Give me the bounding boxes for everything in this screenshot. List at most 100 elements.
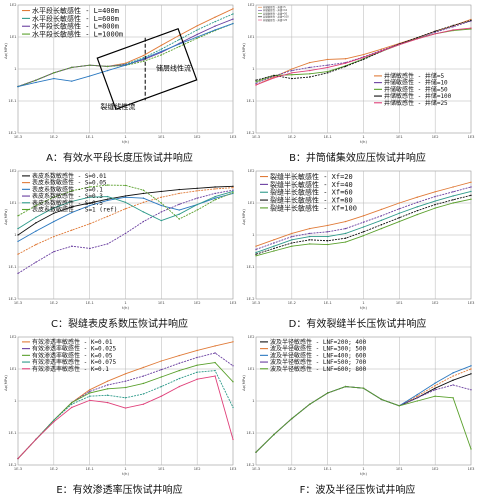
caption-e: E：有效渗透率压恢试井响应 xyxy=(56,485,183,496)
series-point xyxy=(344,232,347,235)
series-point xyxy=(232,406,234,409)
series-point xyxy=(142,54,145,57)
series-point xyxy=(88,247,91,250)
series-point xyxy=(17,234,19,236)
series-point xyxy=(416,209,418,212)
series-point xyxy=(106,199,109,202)
series-point xyxy=(255,251,257,254)
legend-label: 裂缝半长敏感性 - Xf=20 xyxy=(270,172,353,181)
series-point xyxy=(178,209,180,211)
series-point xyxy=(452,29,454,31)
series-point xyxy=(214,369,216,372)
series-point xyxy=(53,207,55,209)
series-point xyxy=(470,181,472,183)
legend-label: 波及半径敏感性 - LNF=200; 400 xyxy=(270,338,367,346)
series-point xyxy=(142,58,145,60)
series-point xyxy=(178,369,180,372)
series-point xyxy=(160,395,163,397)
series-point xyxy=(232,190,234,193)
series-point xyxy=(344,58,347,60)
x-tick-label: 1E-3 xyxy=(252,467,260,471)
series-point xyxy=(142,201,145,204)
series-point xyxy=(106,198,109,200)
series-point xyxy=(273,247,275,250)
series-point xyxy=(291,72,293,74)
series-point xyxy=(35,204,37,207)
chart-b: 1E-3 1E-2 1E-1 1 1E1 1E2 1E31E-21E-111E11E2t(h… xyxy=(241,3,475,144)
series-point xyxy=(344,385,347,388)
series-point xyxy=(160,211,163,213)
x-tick-label: 1E2 xyxy=(432,301,439,305)
series-point xyxy=(17,215,19,217)
series-point xyxy=(255,84,257,86)
series-point xyxy=(214,361,216,364)
series-point xyxy=(88,204,91,207)
y-tick-label: 1 xyxy=(252,233,254,237)
series-point xyxy=(53,250,55,253)
y-tick-label: 1E-2 xyxy=(8,131,16,135)
series-point xyxy=(53,419,55,421)
x-tick-label: 1E-3 xyxy=(252,135,260,139)
series-point xyxy=(309,61,311,64)
x-tick-label: 1E-2 xyxy=(50,135,58,139)
series-point xyxy=(53,220,55,223)
series-point xyxy=(326,231,329,233)
x-tick-label: 1E2 xyxy=(194,301,201,305)
series-point xyxy=(362,215,365,217)
series-point xyxy=(106,184,109,186)
series-point xyxy=(291,74,293,76)
x-tick-label: 1E-1 xyxy=(86,301,94,305)
series-point xyxy=(470,18,472,21)
series-point xyxy=(214,188,216,190)
series-point xyxy=(142,211,145,213)
series-point xyxy=(309,66,311,69)
chart-a: 1E-3 1E-2 1E-1 1 1E1 1E2 1E31E-21E-111E11E2t(h… xyxy=(3,3,236,144)
series-point xyxy=(326,243,329,246)
series-point xyxy=(380,219,383,221)
series-point xyxy=(106,65,109,68)
x-tick-label: 1E3 xyxy=(468,135,475,139)
series-point xyxy=(232,189,234,191)
series-point xyxy=(142,189,145,191)
regime-label: 储层线性流 xyxy=(156,64,191,73)
series-point xyxy=(380,398,383,401)
series-point xyxy=(178,34,180,37)
legend-label: 井储敏感性 - 井储=10 xyxy=(384,79,448,87)
series-point xyxy=(160,44,163,47)
series-point xyxy=(344,227,347,230)
series-point xyxy=(214,352,216,354)
series-point xyxy=(88,389,91,391)
x-axis-label: t(h) xyxy=(360,139,367,144)
series-point xyxy=(380,48,383,50)
series-point xyxy=(232,341,234,343)
legend-label: 裂缝半长敏感性 - Xf=60 xyxy=(270,188,353,197)
series-point xyxy=(452,191,454,193)
legend-label: 井储敏感性 - 井储=25 xyxy=(384,99,448,107)
legend-label: 表皮系数敏感性 - S=0.01 xyxy=(32,172,107,180)
y-tick-label: 1E1 xyxy=(10,201,17,205)
series-point xyxy=(142,59,145,61)
series-point xyxy=(398,212,401,214)
legend-label: 有效渗透率敏感性 - K=0.075 xyxy=(32,358,117,366)
series-point xyxy=(17,457,19,460)
series-point xyxy=(35,79,37,81)
series-point xyxy=(71,403,73,405)
x-tick-label: 1E-3 xyxy=(14,467,22,471)
series-point xyxy=(178,43,180,45)
x-tick-label: 1E2 xyxy=(194,135,201,139)
y-tick-label: 1E2 xyxy=(10,3,17,7)
series-point xyxy=(326,392,329,394)
mini-legend-label: 井储敏感性 - 井储=25 xyxy=(263,18,288,22)
series-point xyxy=(434,382,436,384)
y-tick-label: 1 xyxy=(14,233,16,237)
y-tick-label: 1 xyxy=(14,399,16,403)
legend-label: 波及半径敏感性 - LNF=600; 800 xyxy=(270,365,367,373)
series-point xyxy=(71,401,73,404)
legend-label: 井储敏感性 - 井储=100 xyxy=(384,92,452,100)
series-point xyxy=(53,421,55,423)
x-tick-label: 1 xyxy=(362,301,364,305)
y-tick-label: 1 xyxy=(14,67,16,71)
y-tick-label: 1E-2 xyxy=(246,131,254,135)
series-point xyxy=(214,199,216,201)
y-tick-label: 1E1 xyxy=(248,35,255,39)
